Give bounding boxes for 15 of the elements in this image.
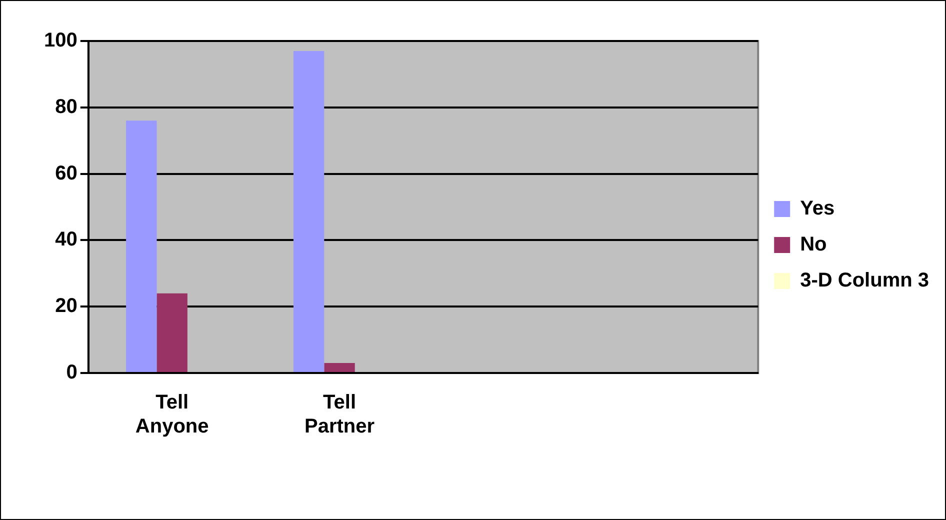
y-tick-label: 60: [55, 162, 78, 184]
y-tick-label: 100: [44, 30, 78, 52]
x-tick-label: Tell Partner: [304, 392, 375, 438]
y-tick-label: 40: [55, 228, 78, 251]
legend-label: Yes: [800, 198, 835, 220]
bar: [156, 293, 188, 372]
bar: [293, 50, 324, 372]
y-tick-label: 80: [55, 96, 78, 118]
x-tick-label: Tell Anyone: [135, 392, 209, 438]
bar: [324, 363, 355, 372]
legend-label: No: [800, 234, 827, 256]
y-tick-label: 20: [55, 295, 78, 318]
y-tick-label: 0: [66, 362, 78, 384]
bar: [126, 120, 157, 372]
legend-label: 3-D Column 3: [800, 270, 930, 292]
